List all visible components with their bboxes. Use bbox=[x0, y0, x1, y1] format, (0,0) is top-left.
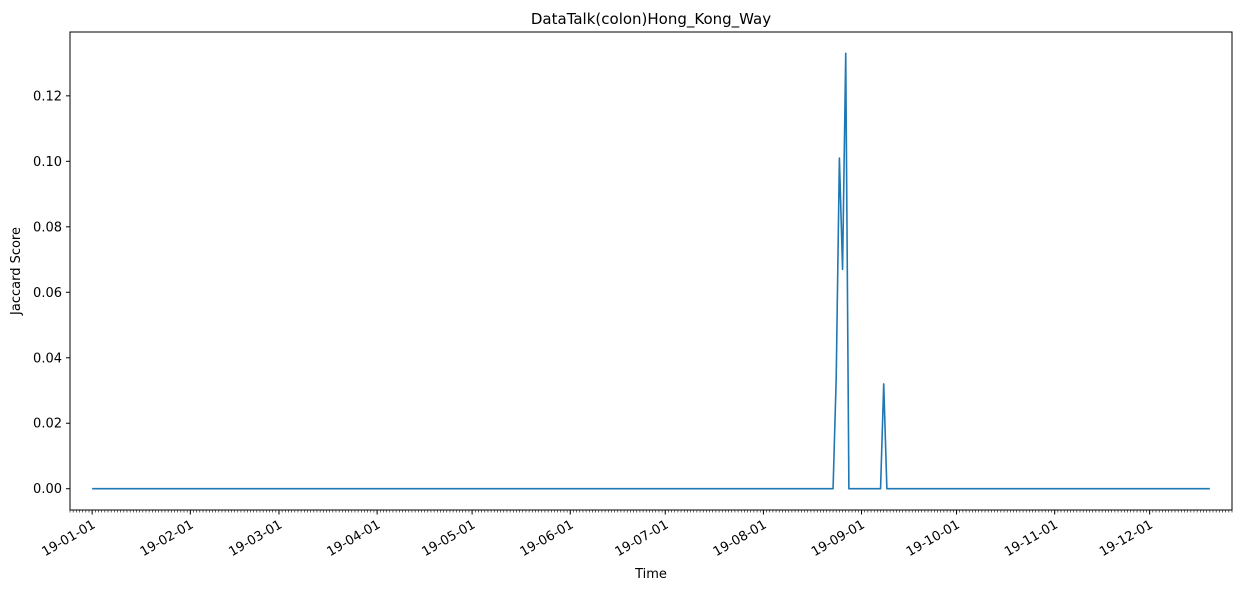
x-tick-label: 19-09-01 bbox=[809, 517, 868, 559]
x-axis-label: Time bbox=[634, 567, 667, 582]
x-axis: 19-01-01 19-02-01 19-03-01 19-04-01 19-05-01… bbox=[40, 510, 1156, 560]
y-tick-label: 0.04 bbox=[33, 351, 62, 366]
y-axis-label: Jaccard Score bbox=[9, 227, 24, 316]
x-tick-label: 19-03-01 bbox=[226, 517, 285, 559]
y-tick-label: 0.00 bbox=[33, 482, 62, 497]
x-tick-label: 19-12-01 bbox=[1097, 517, 1156, 559]
x-tick-label: 19-04-01 bbox=[325, 517, 384, 559]
y-tick-label: 0.10 bbox=[33, 155, 62, 170]
x-tick-label: 19-11-01 bbox=[1002, 517, 1061, 559]
plot-area-frame bbox=[69, 31, 1233, 511]
x-tick-label: 19-01-01 bbox=[40, 517, 99, 559]
x-tick-label: 19-10-01 bbox=[904, 517, 963, 559]
x-tick-label: 19-08-01 bbox=[711, 517, 770, 559]
x-tick-label: 19-05-01 bbox=[419, 517, 478, 559]
y-axis: 0.00 0.02 0.04 0.06 0.08 0.10 0.12 bbox=[33, 89, 70, 497]
y-tick-label: 0.06 bbox=[33, 286, 62, 301]
x-tick-label: 19-06-01 bbox=[518, 517, 577, 559]
y-tick-label: 0.02 bbox=[33, 417, 62, 432]
x-tick-label: 19-07-01 bbox=[613, 517, 672, 559]
chart-title: DataTalk(colon)Hong_Kong_Way bbox=[531, 10, 771, 29]
y-tick-label: 0.08 bbox=[33, 220, 62, 235]
x-tick-label: 19-02-01 bbox=[138, 517, 197, 559]
series-line-0 bbox=[92, 52, 1210, 490]
y-tick-label: 0.12 bbox=[33, 89, 62, 104]
line-layer bbox=[92, 52, 1210, 490]
